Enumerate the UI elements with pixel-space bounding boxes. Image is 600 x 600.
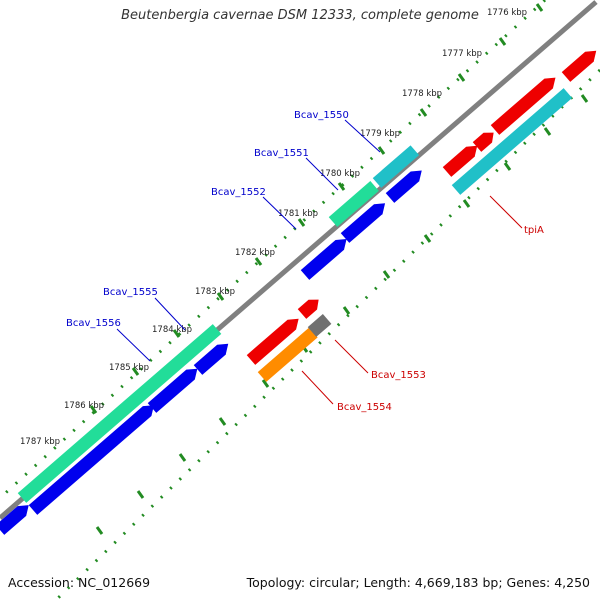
major-tick bbox=[382, 270, 391, 279]
major-tick bbox=[218, 417, 227, 426]
tick-label: 1785 kbp bbox=[109, 363, 149, 373]
accession-text: Accession: NC_012669 bbox=[8, 575, 151, 590]
tick-label: 1784 kbp bbox=[152, 325, 192, 335]
product-bcav-1550 bbox=[372, 145, 420, 188]
product-bcav-1553 bbox=[307, 313, 332, 337]
major-tick bbox=[178, 453, 187, 462]
gene-leader-line bbox=[154, 297, 186, 331]
gene-leader-line bbox=[262, 196, 297, 230]
gene-label-bcav-1556: Bcav_1556 bbox=[66, 318, 121, 329]
inner-tick-rail bbox=[54, 68, 600, 600]
major-tick bbox=[543, 127, 552, 136]
product-tpia bbox=[451, 88, 573, 195]
gene-leader-line bbox=[301, 370, 334, 405]
tick-label: 1778 kbp bbox=[402, 89, 442, 99]
cds-bcav-1555 bbox=[147, 368, 198, 413]
cds-bcav-1556 bbox=[0, 505, 29, 535]
gene-label-bcav-1552: Bcav_1552 bbox=[211, 187, 266, 198]
major-tick bbox=[216, 292, 225, 301]
product-bcav-1554 bbox=[257, 327, 318, 382]
gene-label-bcav-1551: Bcav_1551 bbox=[254, 148, 309, 159]
cds-tpia-d bbox=[561, 50, 597, 82]
cds-bcav-1553-b bbox=[297, 299, 319, 319]
tick-label: 1780 kbp bbox=[320, 169, 360, 179]
cds-bcav-1552 bbox=[300, 238, 347, 280]
major-tick bbox=[95, 526, 104, 535]
gene-leader-line bbox=[344, 119, 381, 153]
cds-bcav-1555-b bbox=[193, 343, 229, 375]
major-tick bbox=[89, 405, 98, 414]
major-tick bbox=[342, 306, 351, 315]
tick-label: 1783 kbp bbox=[195, 287, 235, 297]
major-tick bbox=[423, 234, 432, 243]
major-tick bbox=[535, 3, 544, 12]
major-tick bbox=[377, 146, 386, 155]
major-tick bbox=[254, 257, 263, 266]
gene-label-tpia: tpiA bbox=[524, 225, 544, 236]
cds-bcav-1551 bbox=[340, 203, 386, 243]
cds-bcav-1553 bbox=[246, 318, 299, 365]
major-tick bbox=[580, 94, 589, 103]
topology-text: Topology: circular; Length: 4,669,183 bp… bbox=[246, 575, 590, 590]
tick-label: 1781 kbp bbox=[278, 209, 318, 219]
major-tick bbox=[136, 490, 145, 499]
tick-label: 1776 kbp bbox=[487, 8, 527, 18]
major-tick bbox=[172, 329, 181, 338]
tick-label: 1787 kbp bbox=[20, 437, 60, 447]
major-tick bbox=[297, 218, 306, 227]
major-tick bbox=[503, 162, 512, 171]
major-tick bbox=[261, 379, 270, 388]
gene-leader-line bbox=[334, 339, 369, 374]
cds-tpia-a bbox=[442, 145, 478, 177]
cds-tpia-c bbox=[490, 77, 556, 135]
major-tick bbox=[462, 199, 471, 208]
product-bcav-1552 bbox=[328, 181, 379, 227]
gene-leader-line bbox=[116, 328, 151, 362]
tick-label: 1779 kbp bbox=[360, 129, 400, 139]
gene-label-bcav-1553: Bcav_1553 bbox=[371, 370, 426, 381]
major-tick bbox=[131, 367, 140, 376]
gene-leader-line bbox=[489, 195, 523, 229]
cds-bcav-1556-b bbox=[28, 405, 154, 515]
cds-bcav-1550 bbox=[385, 170, 422, 203]
major-tick bbox=[457, 73, 466, 82]
tick-label: 1782 kbp bbox=[235, 248, 275, 258]
product-bcav-1556 bbox=[17, 324, 222, 503]
major-tick bbox=[419, 108, 428, 117]
tick-label: 1777 kbp bbox=[442, 49, 482, 59]
major-tick bbox=[498, 37, 507, 46]
tick-label: 1786 kbp bbox=[64, 401, 104, 411]
gene-label-bcav-1550: Bcav_1550 bbox=[294, 110, 349, 121]
gene-leader-line bbox=[305, 157, 339, 191]
major-tick bbox=[337, 182, 346, 191]
gene-label-bcav-1554: Bcav_1554 bbox=[337, 402, 392, 413]
map-title: Beutenbergia cavernae DSM 12333, complet… bbox=[121, 8, 479, 23]
cds-tpia-b bbox=[472, 132, 494, 152]
gene-label-bcav-1555: Bcav_1555 bbox=[103, 287, 158, 298]
